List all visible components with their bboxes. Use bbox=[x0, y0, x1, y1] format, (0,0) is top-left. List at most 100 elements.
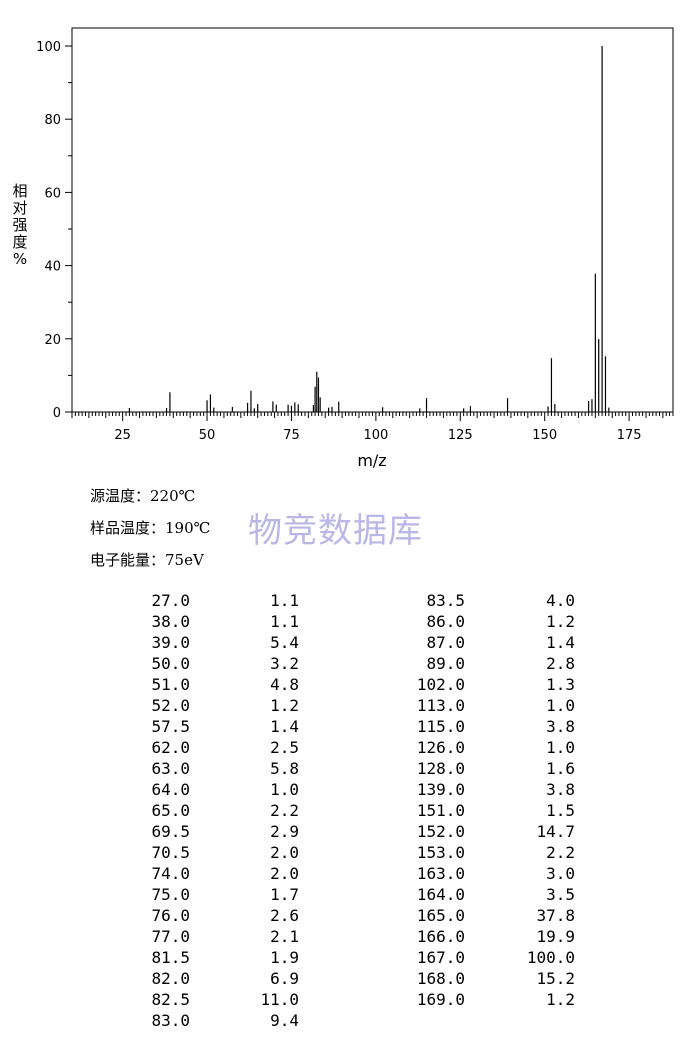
y-tick-label: 100 bbox=[36, 40, 61, 55]
peak-row: 75.0 1.7 bbox=[0, 884, 696, 905]
peak-mz: 166.0 bbox=[416, 927, 465, 946]
peak-row: 89.0 2.8 bbox=[0, 653, 696, 674]
peak-row: 102.0 1.3 bbox=[0, 674, 696, 695]
peak-mz: 27.0 bbox=[151, 591, 190, 610]
x-tick-label: 100 bbox=[363, 428, 388, 443]
y-axis-label-char: 度 bbox=[12, 233, 28, 251]
peak-mz: 167.0 bbox=[416, 948, 465, 967]
peak-abundance: 9.4 bbox=[270, 1011, 299, 1030]
peak-abundance: 2.0 bbox=[270, 843, 299, 862]
x-axis-ticks: 25 50 75 100 125 150 175 bbox=[71, 412, 674, 443]
peak-abundance: 1.2 bbox=[546, 990, 575, 1009]
peak-table-right: 83.5 4.0 86.0 1.2 87.0 1.4 89.0 2.8 102.0 1.3 113.… bbox=[0, 590, 696, 1010]
acquisition-conditions: 源温度：220℃ 样品温度：190℃ 电子能量：75eV bbox=[90, 484, 210, 580]
y-tick-label: 0 bbox=[53, 406, 61, 421]
peak-abundance: 1.0 bbox=[546, 738, 575, 757]
sample-temperature: 样品温度：190℃ bbox=[90, 519, 211, 537]
peak-mz: 50.0 bbox=[151, 654, 190, 673]
peak-abundance: 2.6 bbox=[270, 906, 299, 925]
peak-row: 74.0 2.0 bbox=[0, 863, 696, 884]
peak-abundance: 2.5 bbox=[270, 738, 299, 757]
peak-mz: 70.5 bbox=[151, 843, 190, 862]
peak-row: 77.0 2.1 bbox=[0, 926, 696, 947]
peak-mz: 115.0 bbox=[416, 717, 465, 736]
peak-abundance: 2.1 bbox=[270, 927, 299, 946]
peak-row: 86.0 1.2 bbox=[0, 611, 696, 632]
peak-abundance: 1.2 bbox=[546, 612, 575, 631]
peak-abundance: 5.8 bbox=[270, 759, 299, 778]
peak-row: 52.0 1.2 bbox=[0, 695, 696, 716]
peak-row: 163.0 3.0 bbox=[0, 863, 696, 884]
source-temperature: 源温度：220℃ bbox=[90, 487, 196, 505]
peak-mz: 83.5 bbox=[426, 591, 465, 610]
y-axis-label-char: 强 bbox=[12, 216, 28, 234]
peak-mz: 57.5 bbox=[151, 717, 190, 736]
y-tick-label: 60 bbox=[44, 186, 61, 201]
peak-abundance: 2.9 bbox=[270, 822, 299, 841]
peak-mz: 152.0 bbox=[416, 822, 465, 841]
peak-abundance: 4.0 bbox=[546, 591, 575, 610]
peak-row: 166.0 19.9 bbox=[0, 926, 696, 947]
peak-abundance: 4.8 bbox=[270, 675, 299, 694]
y-tick-label: 20 bbox=[44, 333, 61, 348]
x-tick-label: 25 bbox=[114, 428, 131, 443]
peak-mz: 86.0 bbox=[426, 612, 465, 631]
peak-row: 82.5 11.0 bbox=[0, 989, 696, 1010]
peak-abundance: 1.6 bbox=[546, 759, 575, 778]
peak-mz: 126.0 bbox=[416, 738, 465, 757]
peak-mz: 81.5 bbox=[151, 948, 190, 967]
peak-abundance: 1.2 bbox=[270, 696, 299, 715]
peak-mz: 51.0 bbox=[151, 675, 190, 694]
peak-row: 126.0 1.0 bbox=[0, 737, 696, 758]
y-axis-ticks: 0 20 40 60 80 100 bbox=[36, 40, 72, 421]
peak-row: 39.0 5.4 bbox=[0, 632, 696, 653]
peak-abundance: 1.7 bbox=[270, 885, 299, 904]
y-axis-label-char: 相 bbox=[12, 182, 28, 200]
peak-mz: 89.0 bbox=[426, 654, 465, 673]
peak-mz: 164.0 bbox=[416, 885, 465, 904]
peak-row: 152.0 14.7 bbox=[0, 821, 696, 842]
peak-row: 27.0 1.1 bbox=[0, 590, 696, 611]
peak-mz: 62.0 bbox=[151, 738, 190, 757]
spectrum-peaks bbox=[128, 46, 610, 412]
peak-abundance: 6.9 bbox=[270, 969, 299, 988]
peak-row: 64.0 1.0 bbox=[0, 779, 696, 800]
peak-abundance: 1.9 bbox=[270, 948, 299, 967]
peak-abundance: 100.0 bbox=[526, 948, 575, 967]
peak-mz: 65.0 bbox=[151, 801, 190, 820]
y-tick-label: 40 bbox=[44, 260, 61, 275]
peak-mz: 76.0 bbox=[151, 906, 190, 925]
peak-row: 51.0 4.8 bbox=[0, 674, 696, 695]
peak-abundance: 2.2 bbox=[270, 801, 299, 820]
peak-row: 62.0 2.5 bbox=[0, 737, 696, 758]
peak-abundance: 3.0 bbox=[546, 864, 575, 883]
y-tick-label: 80 bbox=[44, 113, 61, 128]
peak-mz: 113.0 bbox=[416, 696, 465, 715]
peak-abundance: 14.7 bbox=[536, 822, 575, 841]
peak-row: 169.0 1.2 bbox=[0, 989, 696, 1010]
peak-row: 83.5 4.0 bbox=[0, 590, 696, 611]
peak-abundance: 3.5 bbox=[546, 885, 575, 904]
y-axis-label: 相 对 强 度 % bbox=[9, 183, 31, 268]
peak-row: 167.0 100.0 bbox=[0, 947, 696, 968]
peak-mz: 151.0 bbox=[416, 801, 465, 820]
peak-row: 87.0 1.4 bbox=[0, 632, 696, 653]
x-tick-label: 150 bbox=[532, 428, 557, 443]
peak-mz: 75.0 bbox=[151, 885, 190, 904]
peak-abundance: 2.2 bbox=[546, 843, 575, 862]
peak-abundance: 1.1 bbox=[270, 612, 299, 631]
peak-mz: 82.0 bbox=[151, 969, 190, 988]
peak-mz: 83.0 bbox=[151, 1011, 190, 1030]
peak-row: 128.0 1.6 bbox=[0, 758, 696, 779]
peak-row: 113.0 1.0 bbox=[0, 695, 696, 716]
mass-spectrum-chart: 0 20 40 60 80 100 25 50 75 100 125 150 175 m/z bbox=[36, 27, 674, 470]
peak-mz: 77.0 bbox=[151, 927, 190, 946]
peak-mz: 39.0 bbox=[151, 633, 190, 652]
peak-mz: 128.0 bbox=[416, 759, 465, 778]
peak-abundance: 5.4 bbox=[270, 633, 299, 652]
peak-mz: 153.0 bbox=[416, 843, 465, 862]
peak-mz: 64.0 bbox=[151, 780, 190, 799]
peak-row: 65.0 2.2 bbox=[0, 800, 696, 821]
y-axis-label-char: % bbox=[12, 250, 28, 268]
peak-abundance: 1.0 bbox=[270, 780, 299, 799]
